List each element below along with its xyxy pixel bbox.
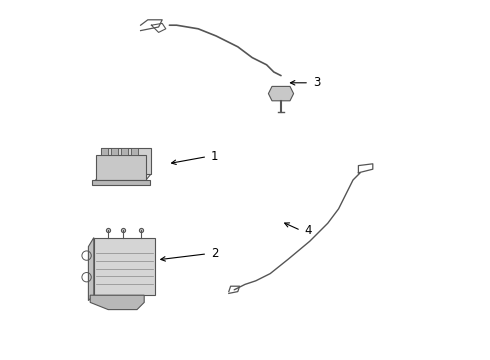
Polygon shape xyxy=(121,148,128,155)
Polygon shape xyxy=(92,180,149,185)
Polygon shape xyxy=(101,148,151,174)
Polygon shape xyxy=(94,238,155,295)
Polygon shape xyxy=(90,295,144,310)
Polygon shape xyxy=(96,174,151,180)
Polygon shape xyxy=(101,148,108,155)
Polygon shape xyxy=(111,148,118,155)
Text: 4: 4 xyxy=(304,224,312,237)
Text: 2: 2 xyxy=(211,247,219,260)
Text: 3: 3 xyxy=(314,76,321,89)
Polygon shape xyxy=(269,86,294,101)
Polygon shape xyxy=(88,238,94,301)
Polygon shape xyxy=(96,155,146,180)
Text: 1: 1 xyxy=(211,150,219,163)
Polygon shape xyxy=(131,148,139,155)
